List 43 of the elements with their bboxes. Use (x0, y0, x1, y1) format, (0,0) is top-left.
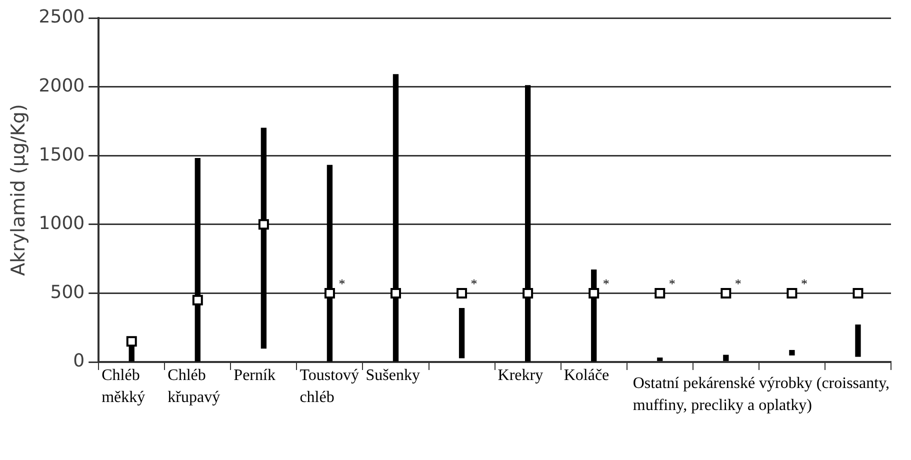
point (852, 288, 864, 298)
point (324, 288, 335, 298)
bar (657, 358, 663, 361)
point (192, 294, 203, 306)
bar (789, 350, 795, 356)
data-label: * (470, 276, 478, 292)
y-tick-label: 2000 (38, 75, 85, 96)
bar (194, 158, 200, 362)
bar (326, 164, 333, 362)
x-tick-label: Chléb křupavý (168, 367, 220, 406)
y-axis-title: Akrylamid (µg/Kg) (7, 104, 30, 276)
x-tick-label: Chléb měkký (102, 367, 146, 406)
x-tick-label: Toustový chléb (300, 367, 360, 406)
bar (260, 128, 267, 349)
point (126, 336, 137, 347)
data-label: * (338, 276, 346, 292)
bar (524, 85, 531, 362)
y-tick-label: 1500 (38, 144, 85, 166)
data-label: * (602, 276, 610, 292)
point (522, 288, 534, 298)
y-tick-label: 0 (73, 350, 85, 372)
bar (392, 74, 399, 362)
bar (723, 354, 729, 361)
y-tick-label: 2500 (38, 6, 85, 28)
data-label: * (668, 276, 676, 292)
point (786, 288, 798, 298)
data-label: * (800, 276, 808, 292)
point (390, 288, 401, 298)
x-tick-label: Krekry (498, 367, 544, 384)
bar (458, 308, 465, 358)
x-tick-label: Sušenky (366, 367, 420, 384)
bar (855, 324, 861, 357)
point (720, 288, 732, 298)
x-tick-label: Perník (234, 367, 276, 384)
text: Ostatní pekárenské výrobky (croissanty, muffiny, precliky a oplatky) (632, 375, 890, 414)
point (654, 288, 666, 298)
y-tick-label: 500 (50, 282, 85, 303)
data-label: * (734, 276, 742, 292)
point (456, 288, 468, 298)
y-tick-label: 1000 (38, 213, 85, 234)
x-tick-label: Koláče (564, 367, 610, 384)
point (588, 288, 600, 298)
point (258, 219, 269, 230)
